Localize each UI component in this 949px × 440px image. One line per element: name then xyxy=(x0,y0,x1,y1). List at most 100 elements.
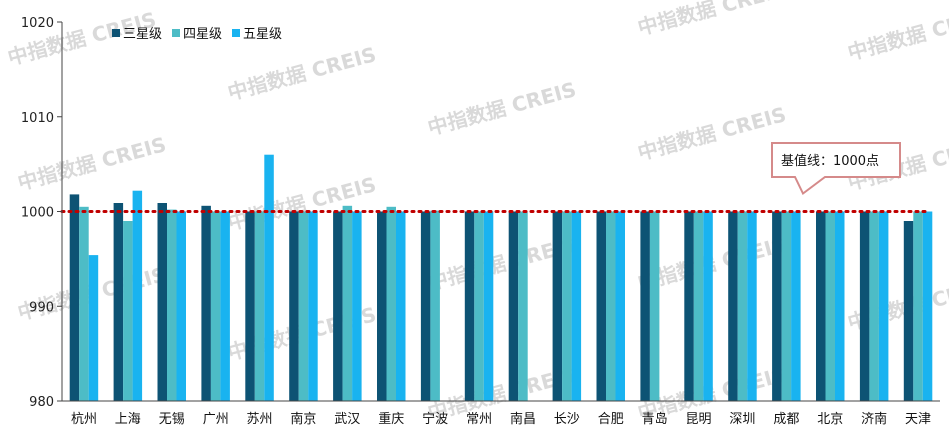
bar xyxy=(816,211,826,401)
bar xyxy=(913,211,923,401)
bar xyxy=(201,205,211,401)
bar xyxy=(298,211,309,401)
y-axis-ticks: 980 990 1000 1010 1020 xyxy=(21,16,62,410)
x-tick-label: 成都 xyxy=(773,412,799,427)
bar xyxy=(825,211,835,401)
bar xyxy=(254,211,265,401)
bar xyxy=(508,211,519,401)
bar xyxy=(835,211,845,401)
bar xyxy=(728,211,738,401)
x-tick-label: 苏州 xyxy=(246,411,272,427)
y-tick-label: 1010 xyxy=(21,111,54,126)
bars-layer xyxy=(69,154,933,401)
x-tick-label: 昆明 xyxy=(685,412,711,427)
x-tick-label: 广州 xyxy=(203,412,229,427)
legend-swatch xyxy=(112,29,120,37)
bar xyxy=(737,211,748,401)
watermark-text: 中指数据 CREIS xyxy=(635,0,789,40)
x-tick-label: 合肥 xyxy=(598,412,624,427)
bar xyxy=(396,211,406,401)
bar xyxy=(69,194,80,401)
bar xyxy=(640,211,650,401)
bar xyxy=(245,211,255,401)
bar xyxy=(333,211,343,401)
bar xyxy=(903,221,914,401)
legend-label: 五星级 xyxy=(243,27,282,42)
x-tick-label: 无锡 xyxy=(159,412,185,427)
bar xyxy=(464,211,475,401)
bar xyxy=(420,211,431,401)
bar xyxy=(649,211,660,401)
bar xyxy=(220,211,230,401)
bar xyxy=(684,211,694,401)
callout-label: 基值线：1000点 xyxy=(781,153,879,169)
x-tick-label: 济南 xyxy=(861,411,887,427)
callout-box xyxy=(771,142,901,196)
bar xyxy=(703,211,713,401)
x-axis-labels: 杭州 上海 无锡 广州 苏州 南京 武汉 重庆 宁波 常州 南昌 长沙 合肥 青岛 昆明 深圳 成都 北京 济南 天津 xyxy=(71,411,931,427)
x-tick-label: 杭州 xyxy=(71,412,97,427)
bar xyxy=(264,154,274,401)
bar xyxy=(869,211,879,401)
bar xyxy=(552,211,563,401)
bar xyxy=(474,211,484,401)
bar xyxy=(693,211,704,401)
bar xyxy=(772,211,782,401)
bar xyxy=(922,211,933,401)
bar xyxy=(132,190,143,401)
bar xyxy=(791,211,801,401)
watermark-text: 中指数据 CREIS xyxy=(845,2,949,65)
bar xyxy=(781,211,792,401)
x-tick-label: 天津 xyxy=(905,412,931,427)
bar xyxy=(518,211,528,401)
watermark-text: 中指数据 CREIS xyxy=(635,102,789,165)
bar xyxy=(342,205,353,401)
bar xyxy=(210,211,221,401)
x-tick-label: 常州 xyxy=(466,412,492,427)
watermark-text: 中指数据 CREIS xyxy=(425,77,579,140)
bar xyxy=(606,211,616,401)
x-tick-label: 宁波 xyxy=(422,411,448,427)
x-tick-label: 南京 xyxy=(290,411,316,427)
x-tick-label: 长沙 xyxy=(554,412,580,427)
x-tick-label: 南昌 xyxy=(510,411,536,427)
bar xyxy=(483,211,494,401)
bar xyxy=(167,209,177,401)
watermark-text: 中指数据 CREIS xyxy=(15,132,169,195)
bar xyxy=(386,206,396,401)
x-tick-label: 武汉 xyxy=(334,412,360,427)
bar xyxy=(157,203,167,401)
legend-label: 三星级 xyxy=(123,27,162,42)
legend-label: 四星级 xyxy=(183,27,222,42)
legend: 三星级 四星级 五星级 xyxy=(112,27,282,42)
bar xyxy=(571,211,582,401)
x-tick-label: 重庆 xyxy=(378,411,404,427)
bar xyxy=(79,206,89,401)
baseline-callout: 基值线：1000点 xyxy=(771,142,901,196)
y-tick-label: 990 xyxy=(29,300,54,315)
bar xyxy=(377,211,387,401)
bar xyxy=(562,211,572,401)
x-tick-label: 深圳 xyxy=(729,412,755,427)
bar xyxy=(878,211,889,401)
watermark-text: 中指数据 CREIS xyxy=(225,42,379,105)
y-tick-label: 1000 xyxy=(21,206,54,221)
x-tick-label: 青岛 xyxy=(642,411,668,427)
bar xyxy=(176,211,186,401)
bar xyxy=(747,211,757,401)
x-tick-label: 上海 xyxy=(115,412,141,427)
legend-swatch xyxy=(172,29,180,37)
bar xyxy=(430,210,440,401)
bar xyxy=(113,203,124,401)
bar xyxy=(289,211,299,401)
bar xyxy=(615,211,625,401)
bar xyxy=(352,211,362,401)
bar xyxy=(859,211,870,401)
x-tick-label: 北京 xyxy=(817,412,843,427)
y-tick-label: 980 xyxy=(29,395,54,410)
bar xyxy=(88,255,99,401)
bar xyxy=(596,211,606,401)
bar xyxy=(123,221,133,401)
y-tick-label: 1020 xyxy=(21,16,54,31)
